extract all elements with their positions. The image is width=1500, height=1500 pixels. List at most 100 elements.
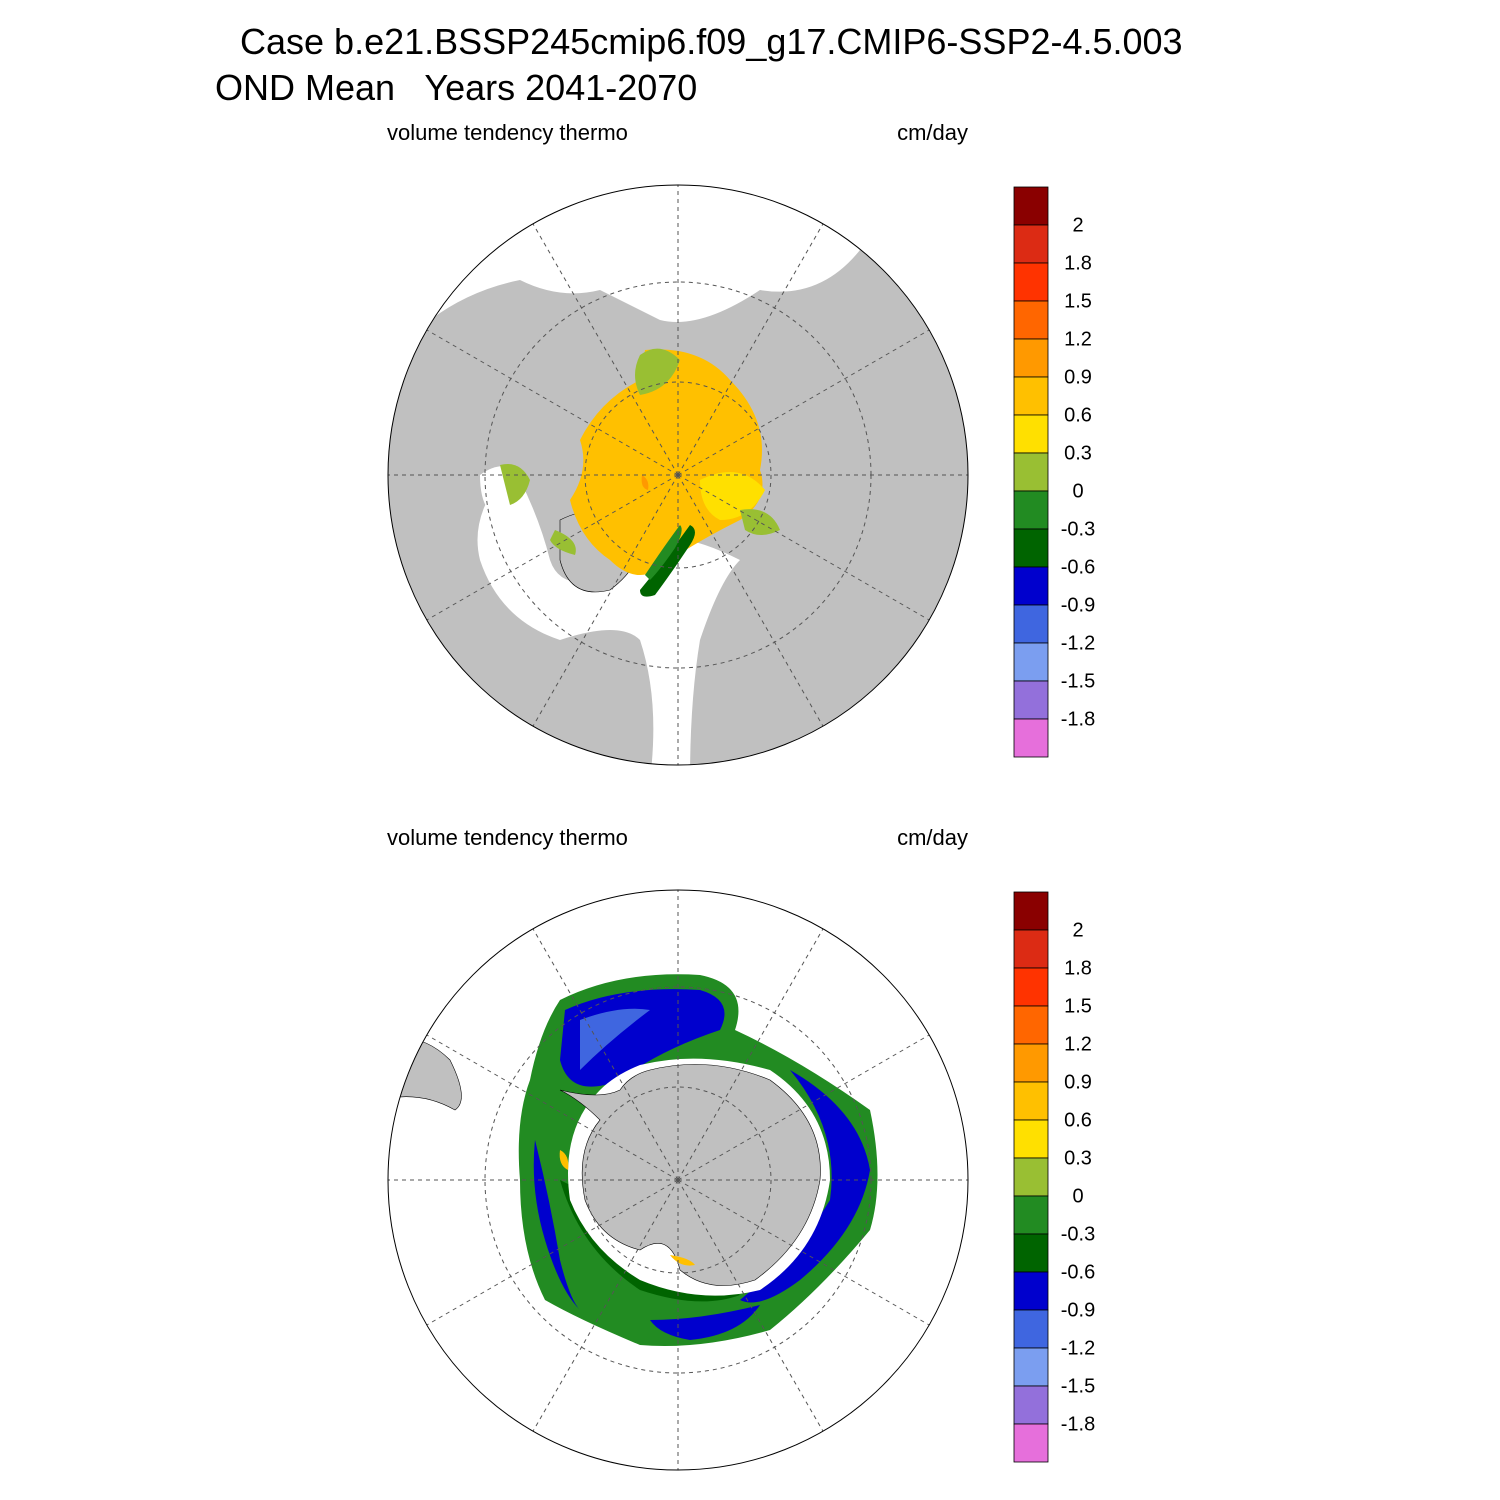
colorbar-box bbox=[1013, 642, 1049, 682]
colorbar-label: 1.5 bbox=[1064, 995, 1092, 1017]
latitude-line bbox=[584, 1086, 772, 1274]
longitude-line bbox=[426, 329, 679, 476]
colorbar-label: 0 bbox=[1072, 480, 1083, 502]
colorbar-box bbox=[1013, 1271, 1049, 1311]
ice-region bbox=[559, 1150, 569, 1170]
colorbar-label: 2 bbox=[1072, 919, 1083, 941]
colorbar-label: 0.9 bbox=[1064, 366, 1092, 388]
panel-right-label: cm/day bbox=[897, 825, 968, 850]
colorbar-label: 0.6 bbox=[1064, 1109, 1092, 1131]
colorbar-box bbox=[1013, 1005, 1049, 1045]
colorbar-label: -1.8 bbox=[1061, 1413, 1095, 1435]
colorbar-box bbox=[1013, 490, 1049, 530]
colorbar-box bbox=[1013, 1385, 1049, 1425]
colorbar-label: 0.9 bbox=[1064, 1071, 1092, 1093]
longitude-line bbox=[677, 1034, 930, 1181]
ice-region bbox=[645, 525, 682, 580]
longitude-line bbox=[677, 329, 930, 476]
longitude-line bbox=[677, 474, 930, 621]
map-border bbox=[387, 889, 969, 1471]
panel-left-label: volume tendency thermo bbox=[387, 120, 628, 145]
colorbar-box bbox=[1013, 186, 1049, 226]
longitude-line bbox=[532, 1179, 679, 1432]
colorbar-box bbox=[1013, 1347, 1049, 1387]
colorbar-box bbox=[1013, 1119, 1049, 1159]
colorbar-label: -1.5 bbox=[1061, 1375, 1095, 1397]
ice-region bbox=[641, 475, 649, 490]
ice-region bbox=[580, 1008, 650, 1070]
ice-region bbox=[500, 464, 530, 505]
colorbar-label: -0.3 bbox=[1061, 518, 1095, 540]
south-map bbox=[388, 890, 968, 1470]
colorbar-label: -0.9 bbox=[1061, 1299, 1095, 1321]
colorbar-box bbox=[1013, 1423, 1049, 1463]
colorbar-box bbox=[1013, 566, 1049, 606]
colorbar-box bbox=[1013, 452, 1049, 492]
colorbar-box bbox=[1013, 718, 1049, 758]
longitude-line bbox=[426, 1179, 679, 1326]
north-grid bbox=[388, 185, 968, 765]
colorbar-label: 2 bbox=[1072, 214, 1083, 236]
panel-right-label: cm/day bbox=[897, 120, 968, 145]
colorbar-label: -1.5 bbox=[1061, 670, 1095, 692]
ice-region bbox=[635, 348, 680, 395]
colorbar-label: -0.9 bbox=[1061, 594, 1095, 616]
colorbar-label: 0.3 bbox=[1064, 1147, 1092, 1169]
ice-region bbox=[650, 1305, 760, 1340]
colorbars: 2 1.8 1.5 1.2 0.9 0.6 0.3 0 -0.3 -0.6 -0.9 -1.2 -1.5… bbox=[1013, 186, 1095, 1463]
colorbar-box bbox=[1013, 604, 1049, 644]
colorbar-box bbox=[1013, 680, 1049, 720]
longitude-line bbox=[677, 474, 824, 727]
ice-region bbox=[740, 1070, 870, 1303]
longitude-line bbox=[426, 1034, 679, 1181]
longitude-line bbox=[677, 1179, 824, 1432]
ice-region bbox=[640, 525, 695, 597]
ice-region bbox=[700, 472, 765, 520]
colorbar-box bbox=[1013, 1233, 1049, 1273]
colorbar-box bbox=[1013, 300, 1049, 340]
colorbar-box bbox=[1013, 224, 1049, 264]
longitude-line bbox=[426, 474, 679, 621]
latitude-line bbox=[584, 381, 772, 569]
panel-left-label: volume tendency thermo bbox=[387, 825, 628, 850]
longitude-line bbox=[532, 928, 679, 1181]
antarctica bbox=[559, 1064, 821, 1286]
colorbar-label: 0.3 bbox=[1064, 442, 1092, 464]
colorbar-label: 1.8 bbox=[1064, 252, 1092, 274]
title-line1: Case b.e21.BSSP245cmip6.f09_g17.CMIP6-SS… bbox=[240, 21, 1183, 62]
colorbar-label: -0.3 bbox=[1061, 1223, 1095, 1245]
longitude-line bbox=[677, 928, 824, 1181]
colorbar-box bbox=[1013, 1309, 1049, 1349]
ice-region bbox=[550, 530, 576, 555]
colorbar-label: 1.2 bbox=[1064, 1033, 1092, 1055]
map-border bbox=[387, 184, 969, 766]
colorbar-box bbox=[1013, 1081, 1049, 1121]
longitude-line bbox=[532, 223, 679, 476]
longitude-line bbox=[677, 1179, 930, 1326]
colorbar-box bbox=[1013, 262, 1049, 302]
colorbar-box bbox=[1013, 1157, 1049, 1197]
ice-region bbox=[533, 1140, 580, 1310]
south-grid bbox=[388, 890, 968, 1470]
colorbar-box bbox=[1013, 414, 1049, 454]
colorbar-label: 1.8 bbox=[1064, 957, 1092, 979]
colorbar-box bbox=[1013, 528, 1049, 568]
colorbar-label: 0 bbox=[1072, 1185, 1083, 1207]
colorbar-box bbox=[1013, 376, 1049, 416]
title-line2: OND Mean Years 2041-2070 bbox=[215, 67, 697, 108]
colorbar-box bbox=[1013, 967, 1049, 1007]
longitude-line bbox=[532, 474, 679, 727]
colorbar-box bbox=[1013, 338, 1049, 378]
colorbar-label: -1.8 bbox=[1061, 708, 1095, 730]
colorbar-label: 1.5 bbox=[1064, 290, 1092, 312]
ice-region bbox=[670, 1255, 695, 1266]
ice-region bbox=[570, 349, 763, 575]
colorbar-label: -0.6 bbox=[1061, 556, 1095, 578]
colorbar-label: -0.6 bbox=[1061, 1261, 1095, 1283]
colorbar-box bbox=[1013, 1043, 1049, 1083]
colorbar-label: -1.2 bbox=[1061, 632, 1095, 654]
colorbar-box bbox=[1013, 891, 1049, 931]
colorbar-label: -1.2 bbox=[1061, 1337, 1095, 1359]
colorbar-label: 0.6 bbox=[1064, 404, 1092, 426]
